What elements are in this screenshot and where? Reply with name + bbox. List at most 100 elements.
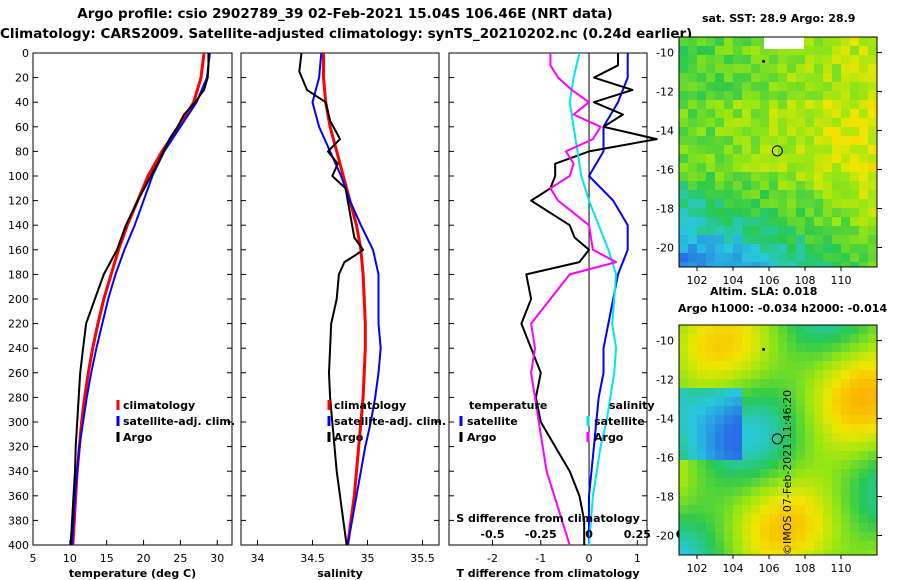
sla-map-cell xyxy=(796,532,805,541)
sst-map-cell xyxy=(832,199,841,208)
sst-map-cell xyxy=(724,37,733,46)
sla-map-cell xyxy=(778,379,787,388)
sst-map-cell xyxy=(850,190,859,199)
sst-map-cell xyxy=(679,163,688,172)
sst-map-cell xyxy=(742,136,751,145)
sla-map-cell xyxy=(814,424,823,433)
sst-map-cell xyxy=(841,100,850,109)
sla-map-cell xyxy=(697,361,706,370)
sst-map-cell xyxy=(859,181,868,190)
sla-map-cell xyxy=(751,550,760,555)
sla-map-cell xyxy=(787,550,796,555)
sst-map-cell xyxy=(742,217,751,226)
sla-map-cell xyxy=(688,514,697,523)
sla-map-cell xyxy=(832,406,841,415)
sla-map-cell xyxy=(751,325,760,334)
sst-map-cell xyxy=(751,145,760,154)
sst-map-cell xyxy=(814,55,823,64)
sla-map-cell xyxy=(715,352,724,361)
sst-map-lon-label: 104 xyxy=(723,274,744,287)
sst-map-cell xyxy=(850,109,859,118)
sla-map-cell xyxy=(823,460,832,469)
sst-map-cell xyxy=(823,163,832,172)
sst-map-cell xyxy=(760,82,769,91)
sst-map-cell xyxy=(769,154,778,163)
sla-map-cell xyxy=(679,442,688,451)
sst-map-cell xyxy=(859,199,868,208)
sla-map-cell xyxy=(715,478,724,487)
sst-map-cell xyxy=(859,46,868,55)
sla-map-cell xyxy=(778,541,787,550)
sst-map-cell xyxy=(733,163,742,172)
sst-map-cell xyxy=(697,262,706,267)
sst-map-cell xyxy=(868,154,877,163)
sla-map-cell xyxy=(805,424,814,433)
sla-map-cell xyxy=(733,370,742,379)
salinity-series-satellite-adj-clim- xyxy=(311,52,382,546)
sst-map-cell xyxy=(724,82,733,91)
sla-map-cell xyxy=(859,424,868,433)
sst-map-cell xyxy=(859,235,868,244)
sla-map-cell xyxy=(715,361,724,370)
sst-map-cell xyxy=(688,208,697,217)
sst-map-cell xyxy=(769,127,778,136)
sst-map-cell xyxy=(751,253,760,262)
sst-map-cell xyxy=(805,46,814,55)
sla-map-cell xyxy=(787,415,796,424)
sla-map-cell xyxy=(859,361,868,370)
sla-map-cell xyxy=(688,523,697,532)
sst-map-cell xyxy=(679,208,688,217)
sla-map-cell xyxy=(832,550,841,555)
sla-map-cell xyxy=(814,487,823,496)
sst-map-cell xyxy=(859,253,868,262)
sst-map-cell xyxy=(742,100,751,109)
sst-map-lon-label: 108 xyxy=(795,274,816,287)
temperature-legend-label: Argo xyxy=(123,431,153,444)
sla-map-lon-label: 104 xyxy=(723,562,744,575)
depth-tick-label: 220 xyxy=(8,318,29,331)
sst-map-cell xyxy=(841,127,850,136)
sst-map-cell xyxy=(778,136,787,145)
sla-map-cell xyxy=(823,379,832,388)
sla-map-cell xyxy=(724,325,733,334)
sst-map-cell xyxy=(688,82,697,91)
sst-map-cell xyxy=(787,73,796,82)
sst-map-cell xyxy=(688,91,697,100)
depth-tick-label: 60 xyxy=(15,121,29,134)
sst-map-cell xyxy=(697,37,706,46)
sst-map-cell xyxy=(688,127,697,136)
sst-map-cell xyxy=(688,217,697,226)
sst-map-cell xyxy=(841,145,850,154)
sla-map-cell xyxy=(778,424,787,433)
sla-map-cell xyxy=(814,532,823,541)
sla-map-cell xyxy=(805,505,814,514)
sst-map-cell xyxy=(832,190,841,199)
sst-map-frame xyxy=(678,36,878,268)
sla-map-cell xyxy=(697,334,706,343)
sla-map-cell xyxy=(814,397,823,406)
sla-map-cell xyxy=(769,379,778,388)
sst-map-cell xyxy=(706,172,715,181)
sst-map-cell xyxy=(850,100,859,109)
sla-map-cell xyxy=(688,433,697,442)
sla-map-cell xyxy=(679,334,688,343)
sst-map-cell xyxy=(832,235,841,244)
sst-map-cell xyxy=(769,253,778,262)
difference-plot-frame xyxy=(448,52,648,546)
sst-map-cell xyxy=(733,226,742,235)
sla-map-cell xyxy=(688,541,697,550)
sst-map-cell xyxy=(706,37,715,46)
sst-map-cell xyxy=(814,244,823,253)
sst-map-cell xyxy=(796,244,805,253)
sla-map-cell xyxy=(841,343,850,352)
sla-map-cell xyxy=(823,370,832,379)
sla-map-cell xyxy=(859,541,868,550)
sla-map-cell xyxy=(859,550,868,555)
sst-map-cell xyxy=(868,181,877,190)
sst-map-cell xyxy=(859,244,868,253)
sst-map-cell xyxy=(697,118,706,127)
sst-map-cell xyxy=(832,64,841,73)
sst-map-cell xyxy=(751,163,760,172)
sst-map-cell xyxy=(733,73,742,82)
sla-map-cell xyxy=(679,451,688,460)
